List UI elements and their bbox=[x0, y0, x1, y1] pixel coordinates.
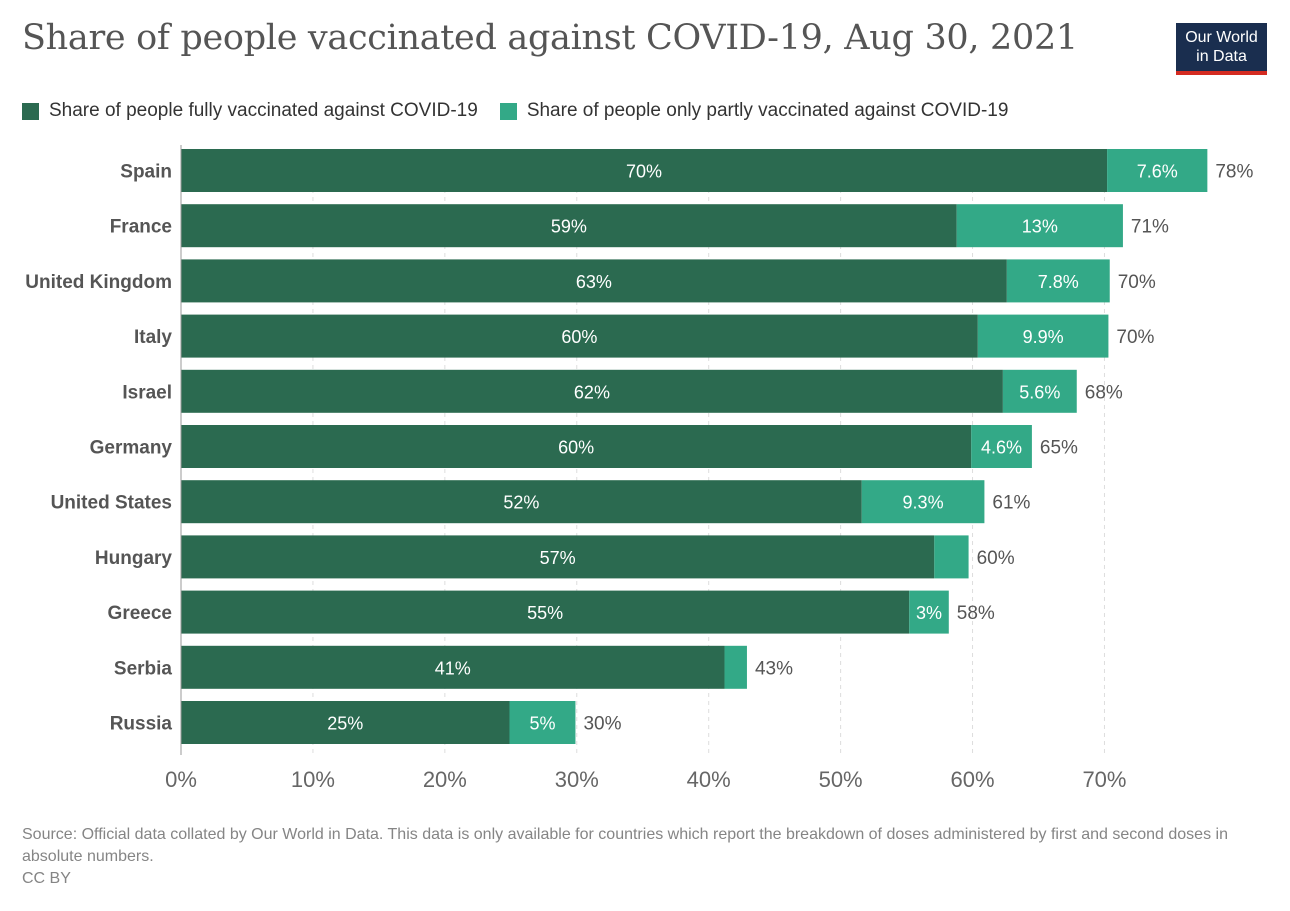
data-label-fully: 63% bbox=[576, 272, 612, 292]
data-label-fully: 60% bbox=[561, 327, 597, 347]
bar-layer bbox=[181, 149, 1208, 744]
bar-partly bbox=[971, 425, 1032, 468]
data-label-fully: 62% bbox=[574, 382, 610, 402]
chart-title: Share of people vaccinated against COVID… bbox=[22, 18, 1078, 58]
data-label-fully: 70% bbox=[626, 162, 662, 182]
data-label-partly: 4.6% bbox=[981, 438, 1022, 458]
category-label: Spain bbox=[120, 162, 172, 183]
category-label: United Kingdom bbox=[25, 272, 172, 293]
category-label: Israel bbox=[122, 382, 172, 403]
bar-partly bbox=[861, 480, 985, 524]
data-label-partly: 5% bbox=[529, 714, 555, 734]
total-label: 30% bbox=[583, 714, 621, 735]
legend-swatch-partly bbox=[499, 102, 517, 120]
total-label: 61% bbox=[992, 493, 1030, 514]
bar-partly bbox=[1006, 259, 1110, 303]
legend-swatch-fully bbox=[22, 102, 39, 120]
bar-fully bbox=[181, 590, 910, 634]
data-label-partly: 13% bbox=[1022, 217, 1058, 237]
x-tick-label: 50% bbox=[819, 767, 863, 792]
data-label-fully: 60% bbox=[558, 438, 594, 458]
x-tick-label: 10% bbox=[291, 767, 335, 792]
total-label: 78% bbox=[1215, 162, 1253, 183]
x-tick-label: 20% bbox=[423, 767, 467, 792]
bar-chart: Spain 70% 7.6% 78% France 59% 13% 71% United Kin… bbox=[25, 145, 1253, 792]
legend-item-partly[interactable]: Share of people only partly vaccinated a… bbox=[499, 100, 1009, 122]
source-note: Source: Official data collated by Our Wo… bbox=[22, 826, 1228, 865]
data-label-fully: 52% bbox=[503, 493, 539, 513]
data-label-fully: 55% bbox=[527, 603, 563, 623]
bar-partly bbox=[909, 590, 949, 634]
bar-fully bbox=[181, 314, 978, 358]
data-label-fully: 25% bbox=[327, 714, 363, 734]
x-tick-label: 0% bbox=[165, 767, 197, 792]
data-label-partly: 5.6% bbox=[1019, 382, 1060, 402]
bar-fully bbox=[181, 369, 1003, 413]
category-label: Greece bbox=[108, 603, 172, 624]
data-label-fully: 57% bbox=[540, 548, 576, 568]
category-label: Italy bbox=[134, 327, 172, 348]
legend: Share of people fully vaccinated against… bbox=[22, 100, 1030, 122]
data-label-partly: 3% bbox=[916, 603, 942, 623]
total-label: 58% bbox=[957, 603, 995, 624]
data-label-partly: 9.9% bbox=[1023, 327, 1064, 347]
category-label: France bbox=[110, 217, 172, 238]
data-label-partly: 9.3% bbox=[903, 493, 944, 513]
label-layer: Spain 70% 7.6% 78% France 59% 13% 71% United Kin… bbox=[25, 162, 1253, 735]
bar-fully bbox=[181, 480, 862, 524]
total-label: 65% bbox=[1040, 438, 1078, 459]
legend-label-partly: Share of people only partly vaccinated a… bbox=[526, 100, 1009, 121]
bar-fully bbox=[181, 204, 957, 248]
license-note: CC BY bbox=[22, 870, 71, 887]
bar-partly bbox=[1002, 369, 1077, 413]
bar-fully bbox=[181, 425, 972, 468]
category-label: Russia bbox=[110, 714, 173, 735]
legend-label-fully: Share of people fully vaccinated against… bbox=[49, 100, 478, 121]
logo-line-1: Our World bbox=[1185, 29, 1258, 46]
bar-partly bbox=[1107, 149, 1208, 192]
owid-logo[interactable]: Our World in Data bbox=[1176, 23, 1267, 75]
category-label: Serbia bbox=[114, 658, 173, 679]
legend-item-fully[interactable]: Share of people fully vaccinated against… bbox=[22, 100, 478, 122]
total-label: 68% bbox=[1085, 382, 1123, 403]
category-label: United States bbox=[51, 493, 172, 514]
total-label: 71% bbox=[1131, 217, 1169, 238]
bar-fully bbox=[181, 149, 1108, 192]
bar-partly bbox=[956, 204, 1123, 248]
data-label-fully: 59% bbox=[551, 217, 587, 237]
total-label: 60% bbox=[977, 548, 1015, 569]
data-label-partly: 7.6% bbox=[1137, 162, 1178, 182]
x-tick-label: 60% bbox=[951, 767, 995, 792]
bar-fully bbox=[181, 645, 725, 689]
category-label: Germany bbox=[90, 438, 173, 459]
bar-partly bbox=[509, 701, 576, 744]
bar-partly bbox=[977, 314, 1109, 358]
data-label-fully: 41% bbox=[435, 658, 471, 678]
x-tick-label: 30% bbox=[555, 767, 599, 792]
logo-line-2: in Data bbox=[1196, 48, 1247, 65]
x-tick-label: 40% bbox=[687, 767, 731, 792]
category-label: Hungary bbox=[95, 548, 173, 569]
total-label: 70% bbox=[1116, 327, 1154, 348]
bar-partly bbox=[934, 535, 969, 579]
axis-layer: 0% 10% 20% 30% 40% 50% 60% 70% bbox=[165, 145, 1126, 792]
x-tick-label: 70% bbox=[1082, 767, 1126, 792]
bar-fully bbox=[181, 535, 935, 579]
bar-fully bbox=[181, 259, 1007, 303]
bar-fully bbox=[181, 701, 510, 744]
data-label-partly: 7.8% bbox=[1038, 272, 1079, 292]
bar-partly bbox=[724, 645, 747, 689]
footer: Source: Official data collated by Our Wo… bbox=[22, 824, 1262, 890]
total-label: 70% bbox=[1118, 272, 1156, 293]
total-label: 43% bbox=[755, 658, 793, 679]
